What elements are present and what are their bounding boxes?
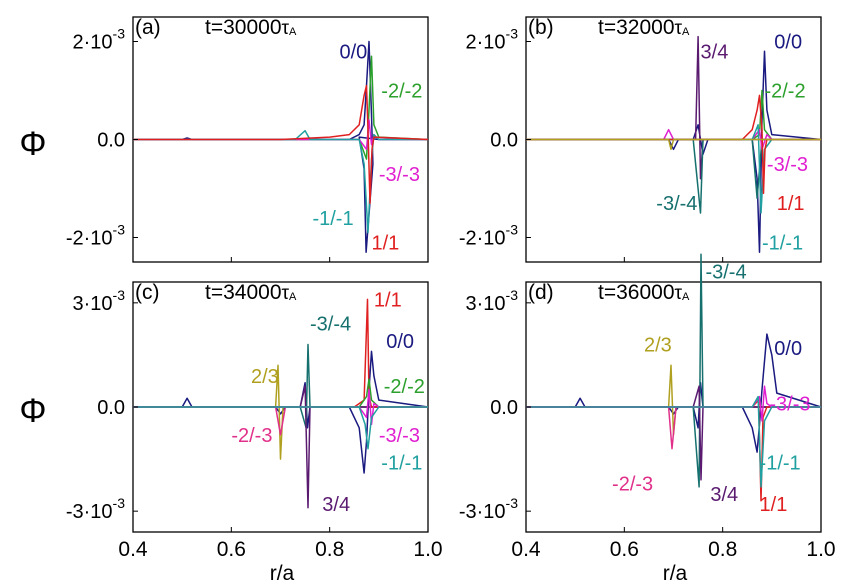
y-tick-label: 2·10-3	[73, 26, 126, 54]
mode-label: -3/-4	[310, 314, 351, 336]
mode-label: -2/-2	[764, 81, 805, 103]
mode-label: 3/4	[710, 484, 738, 506]
y-tick-label: 3·10-3	[466, 287, 519, 315]
y-tick-label: 0.0	[490, 397, 518, 419]
panel-1: 2·10-3 0.0 -2·10-3 (b) t=32000τA 3/4 0/0 -2/-2 -…	[459, 16, 822, 263]
panel-0: 2·10-3 0.0 -2·10-3 (a) t=30000τA 0/0 -2/-2 -3/-…	[66, 16, 429, 263]
mode-label: -3/-4	[705, 262, 746, 284]
time-label: t=34000τA	[205, 281, 297, 304]
mode-label: -2/-3	[612, 473, 653, 495]
panels: 2·10-3 0.0 -2·10-3 (a) t=30000τA 0/0 -2/-2 -3/-…	[66, 16, 836, 561]
mode-label: 1/1	[371, 232, 399, 254]
time-label: t=32000τA	[598, 16, 690, 39]
x-tick-label: 0.6	[217, 538, 246, 561]
mode-label: 3/4	[701, 41, 729, 63]
y-tick-label: 3·10-3	[73, 287, 126, 315]
y-axis-symbol-top: Φ	[19, 125, 46, 163]
x-tick-label: 0.4	[511, 538, 541, 561]
series-line--1/-1	[526, 395, 821, 488]
panel-label: (c)	[135, 281, 160, 304]
panel-3: 0.4 0.6 0.8 1.0 3·10-3 0.0 -3·10-3 (d) t=36000τA…	[459, 253, 836, 561]
x-tick-label: 1.0	[413, 538, 442, 561]
x-tick-label: 0.8	[315, 538, 344, 561]
y-tick-label: -3·10-3	[66, 495, 125, 523]
mode-label: 3/4	[322, 494, 350, 516]
mode-label: 0/0	[386, 331, 414, 353]
mode-label: -2/-2	[384, 376, 425, 398]
panel-label: (b)	[528, 16, 554, 39]
time-label: t=30000τA	[205, 16, 297, 39]
mode-label: 0/0	[774, 32, 802, 54]
x-axis-label-left: r/a	[270, 562, 295, 585]
mode-label: 1/1	[777, 193, 805, 215]
series-line--2/-2	[133, 55, 429, 160]
y-tick-label: -2·10-3	[66, 222, 125, 250]
x-tick-label: 0.4	[118, 538, 148, 561]
panel-label: (a)	[135, 16, 161, 39]
time-label: t=36000τA	[598, 281, 690, 304]
series-line--3/-3	[526, 128, 821, 151]
mode-label: -2/-2	[381, 81, 422, 103]
mode-label: -1/-1	[762, 232, 803, 254]
mode-label: -3/-3	[769, 394, 810, 416]
mode-label: -3/-3	[767, 154, 808, 176]
mode-label: 2/3	[644, 335, 672, 357]
x-axis-label-right: r/a	[663, 562, 688, 585]
x-tick-label: 1.0	[806, 538, 835, 561]
panel-2: 0.4 0.6 0.8 1.0 3·10-3 0.0 -3·10-3 (c) t=34000τA…	[66, 281, 443, 561]
x-tick-label: 0.8	[708, 538, 737, 561]
y-axis-symbol-bottom: Φ	[19, 392, 46, 430]
series-line-1/1	[526, 94, 821, 195]
series-line-0/0	[133, 40, 428, 253]
mode-label: -2/-3	[231, 425, 272, 447]
mode-label: 2/3	[251, 366, 279, 388]
y-tick-label: 0.0	[490, 130, 518, 152]
series-line--1/-1	[133, 129, 428, 234]
mode-label: -3/-3	[379, 164, 420, 186]
mode-label: -1/-1	[381, 453, 422, 475]
panel-label: (d)	[528, 281, 554, 304]
mode-label: 0/0	[774, 338, 802, 360]
mode-label: -1/-1	[760, 453, 801, 475]
mode-label: -3/-4	[656, 193, 697, 215]
mode-label: 1/1	[760, 494, 788, 516]
y-tick-label: 0.0	[97, 130, 125, 152]
series-line--1/-1	[133, 406, 428, 450]
x-tick-label: 0.6	[610, 538, 639, 561]
mode-label: 1/1	[374, 289, 402, 311]
mode-label: -3/-3	[379, 425, 420, 447]
y-tick-label: 0.0	[97, 397, 125, 419]
y-tick-label: -2·10-3	[459, 222, 518, 250]
series-line--3/-3	[133, 119, 428, 151]
mode-label: -1/-1	[312, 208, 353, 230]
mode-label: 0/0	[340, 41, 368, 63]
series-line-1/1	[133, 84, 429, 204]
y-tick-label: 2·10-3	[466, 26, 519, 54]
series-line-2/3	[526, 138, 821, 151]
y-tick-label: -3·10-3	[459, 495, 518, 523]
